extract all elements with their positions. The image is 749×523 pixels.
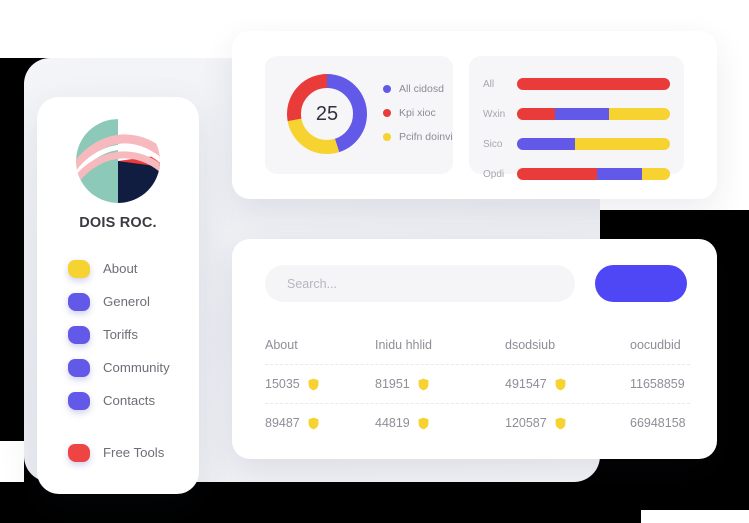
table-card: About Inidu hhlid dsodsiub oocudbid 1503…: [232, 239, 717, 459]
legend-label: All cidosd: [399, 83, 444, 95]
table-header-cell: About: [265, 338, 298, 352]
sidebar-item-label: Toriffs: [103, 327, 138, 342]
square-bullet-icon: [68, 443, 90, 462]
sidebar-item-about[interactable]: About: [68, 252, 198, 285]
bar-segment-yellow: [608, 108, 670, 120]
brand-title: DOIS ROC.: [79, 215, 157, 231]
square-bullet-icon: [68, 325, 90, 344]
table-cell: 81951: [375, 377, 505, 391]
donut-center-value: 25: [315, 102, 339, 125]
bar-category-label: All: [483, 78, 495, 90]
bar-segment-red: [517, 78, 670, 90]
sidebar-nav: About Generol Toriffs Community Contacts: [68, 252, 198, 469]
table-cell: 120587: [505, 416, 630, 430]
bar-row: Opdi: [483, 168, 670, 180]
sidebar-item-toriffs[interactable]: Toriffs: [68, 318, 198, 351]
sidebar-item-label: Contacts: [103, 393, 156, 408]
bar-row: Wxin: [483, 108, 670, 120]
shield-badge-icon: [418, 378, 429, 391]
brand-logo-icon: [68, 115, 168, 207]
sidebar-item-label: About: [103, 261, 138, 276]
table-cell: 491547: [505, 377, 630, 391]
legend-item: Pcifn doinvi: [383, 125, 453, 149]
bar-segment-purple: [517, 138, 576, 150]
bar-segment-yellow: [575, 138, 670, 150]
table-header-cell: dsodsiub: [505, 338, 556, 352]
legend-dot-icon: [383, 85, 391, 93]
bar-segment-purple: [596, 168, 643, 180]
backdrop-block-bottom-right: [641, 510, 749, 523]
sidebar-item-label: Community: [103, 360, 170, 375]
shield-badge-icon: [308, 378, 319, 391]
table-cell-value: 120587: [505, 416, 547, 430]
shield-badge-icon: [418, 417, 429, 430]
shield-badge-icon: [308, 417, 319, 430]
table-row[interactable]: 15035 81951 491547 116: [265, 365, 690, 404]
legend-dot-icon: [383, 109, 391, 117]
sidebar-item-free-tools[interactable]: Free Tools: [68, 436, 198, 469]
bar-row: All: [483, 78, 670, 90]
table-header-cell: Inidu hhlid: [375, 338, 432, 352]
sidebar-item-contacts[interactable]: Contacts: [68, 384, 198, 417]
bar-segment-purple: [555, 108, 609, 120]
backdrop-block-left-strip: [0, 441, 24, 482]
table-cell-value: 491547: [505, 377, 547, 391]
sidebar-card: DOIS ROC. About Generol Toriffs Communit…: [37, 97, 199, 494]
sidebar-item-generol[interactable]: Generol: [68, 285, 198, 318]
bar-track: [517, 108, 670, 120]
charts-card: 25 All cidosd Kpi xioc Pcifn doinvi: [232, 31, 717, 199]
table-header-row: About Inidu hhlid dsodsiub oocudbid: [265, 326, 690, 365]
square-bullet-icon: [68, 391, 90, 410]
square-bullet-icon: [68, 259, 90, 278]
table-cell: 11658859: [630, 377, 685, 391]
bar-category-label: Sico: [483, 138, 503, 150]
legend-label: Kpi xioc: [399, 107, 436, 119]
bar-track: [517, 78, 670, 90]
shield-badge-icon: [555, 378, 566, 391]
table-header-cell: oocudbid: [630, 338, 681, 352]
stacked-bar-chart-panel: All Wxin Sico: [469, 56, 684, 180]
bar-segment-red: [517, 168, 597, 180]
legend-item: All cidosd: [383, 77, 453, 101]
bar-category-label: Wxin: [483, 108, 506, 120]
sidebar-item-community[interactable]: Community: [68, 351, 198, 384]
square-bullet-icon: [68, 358, 90, 377]
table-cell-value: 44819: [375, 416, 410, 430]
sidebar-item-label: Generol: [103, 294, 150, 309]
shield-badge-icon: [555, 417, 566, 430]
bar-row: Sico: [483, 138, 670, 150]
search-button[interactable]: [595, 265, 687, 302]
table-cell-value: 15035: [265, 377, 300, 391]
bar-segment-red: [517, 108, 556, 120]
bar-category-label: Opdi: [483, 168, 505, 180]
bar-segment-yellow: [642, 168, 670, 180]
table-cell: 66948158: [630, 416, 686, 430]
legend-dot-icon: [383, 133, 391, 141]
table-cell: 15035: [265, 377, 375, 391]
legend-item: Kpi xioc: [383, 101, 453, 125]
square-bullet-icon: [68, 292, 90, 311]
table-row[interactable]: 89487 44819 120587 669: [265, 404, 690, 442]
backdrop-block-top-left: [0, 0, 194, 58]
search-input[interactable]: [265, 265, 575, 302]
bar-track: [517, 138, 670, 150]
bar-track: [517, 168, 670, 180]
donut-chart-panel: 25 All cidosd Kpi xioc Pcifn doinvi: [265, 56, 453, 174]
donut-chart: 25: [282, 69, 372, 159]
table-cell-value: 81951: [375, 377, 410, 391]
sidebar-item-label: Free Tools: [103, 445, 165, 460]
legend-label: Pcifn doinvi: [399, 131, 453, 143]
table-cell: 44819: [375, 416, 505, 430]
data-table: About Inidu hhlid dsodsiub oocudbid 1503…: [265, 326, 690, 442]
table-cell: 89487: [265, 416, 375, 430]
table-cell-value: 89487: [265, 416, 300, 430]
donut-legend: All cidosd Kpi xioc Pcifn doinvi: [383, 77, 453, 149]
